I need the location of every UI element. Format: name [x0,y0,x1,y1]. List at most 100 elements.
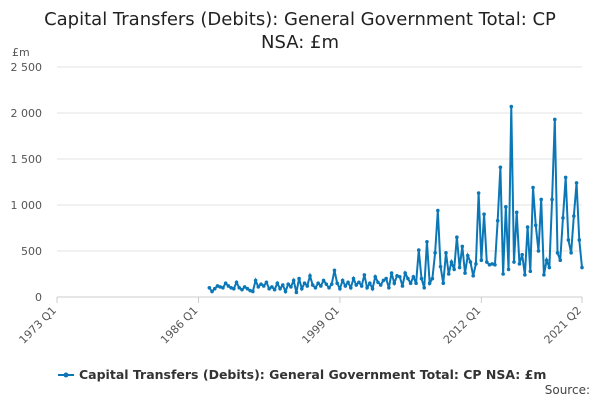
point [378,283,383,287]
point [368,281,372,286]
point [351,276,356,281]
y-tick-label: 1 500 [11,153,43,166]
point [580,265,584,270]
point [455,235,459,239]
point [264,280,269,285]
y-tick-label: 2 000 [11,107,43,120]
y-tick-label: 2 500 [11,61,43,74]
point [308,274,312,278]
point [212,286,217,291]
point [215,284,220,288]
x-tick-label: 1973 Q1 [17,304,60,347]
point [218,285,223,289]
point [577,238,582,242]
point [278,286,282,291]
source: Source: [545,383,590,397]
point [484,260,489,264]
point [357,280,361,285]
point [563,175,568,180]
point [550,197,554,202]
point [226,284,231,288]
point [280,283,285,287]
point [504,205,508,209]
point [449,260,454,264]
point [406,276,410,281]
point [229,286,233,290]
point [414,281,418,286]
point [389,271,394,275]
point [376,280,380,285]
point [506,267,511,272]
point [365,286,369,290]
x-tick-label: 1999 Q1 [299,304,342,347]
point [259,282,263,286]
point [251,289,255,294]
point [354,283,359,287]
point [536,249,541,253]
point [509,104,514,109]
point [237,286,242,290]
point [335,281,339,286]
point [441,281,446,286]
point [498,165,503,170]
point [242,285,247,289]
point [544,258,549,263]
point [552,117,557,122]
point [520,252,524,257]
point [422,286,427,290]
point [270,285,274,289]
point [416,248,421,252]
point [313,286,318,290]
point [305,284,310,288]
point [223,281,228,286]
point [460,244,465,249]
point [425,240,429,244]
point [253,278,258,283]
point [343,284,348,288]
point [523,273,527,277]
point [400,284,405,288]
point [408,281,413,286]
point [547,265,552,270]
point [430,276,435,281]
point [384,276,388,281]
point [433,251,437,255]
point [267,286,271,291]
point [487,263,492,267]
point [555,251,560,255]
point [248,288,252,293]
point [302,281,307,286]
point [438,264,443,269]
point [517,262,522,266]
point [256,285,261,289]
point [289,285,293,289]
point [531,185,535,190]
point [533,223,538,228]
point [495,218,500,223]
point [245,286,250,291]
point [207,286,212,290]
point [395,274,399,278]
point [286,282,291,286]
point [300,286,304,291]
point [539,197,543,202]
y-tick-label: 1 000 [11,199,43,212]
point [427,281,432,286]
point [359,284,364,288]
point [234,280,239,285]
point [490,262,495,266]
point [387,286,391,290]
point [294,290,299,295]
point [525,225,530,229]
y-tick-label: 0 [35,291,42,304]
line [208,106,583,295]
legend-label: Capital Transfers (Debits): General Gove… [79,367,546,382]
point [370,286,375,291]
point [297,276,301,281]
point [566,238,571,242]
point [457,265,462,270]
point [319,284,323,288]
point [338,286,342,291]
